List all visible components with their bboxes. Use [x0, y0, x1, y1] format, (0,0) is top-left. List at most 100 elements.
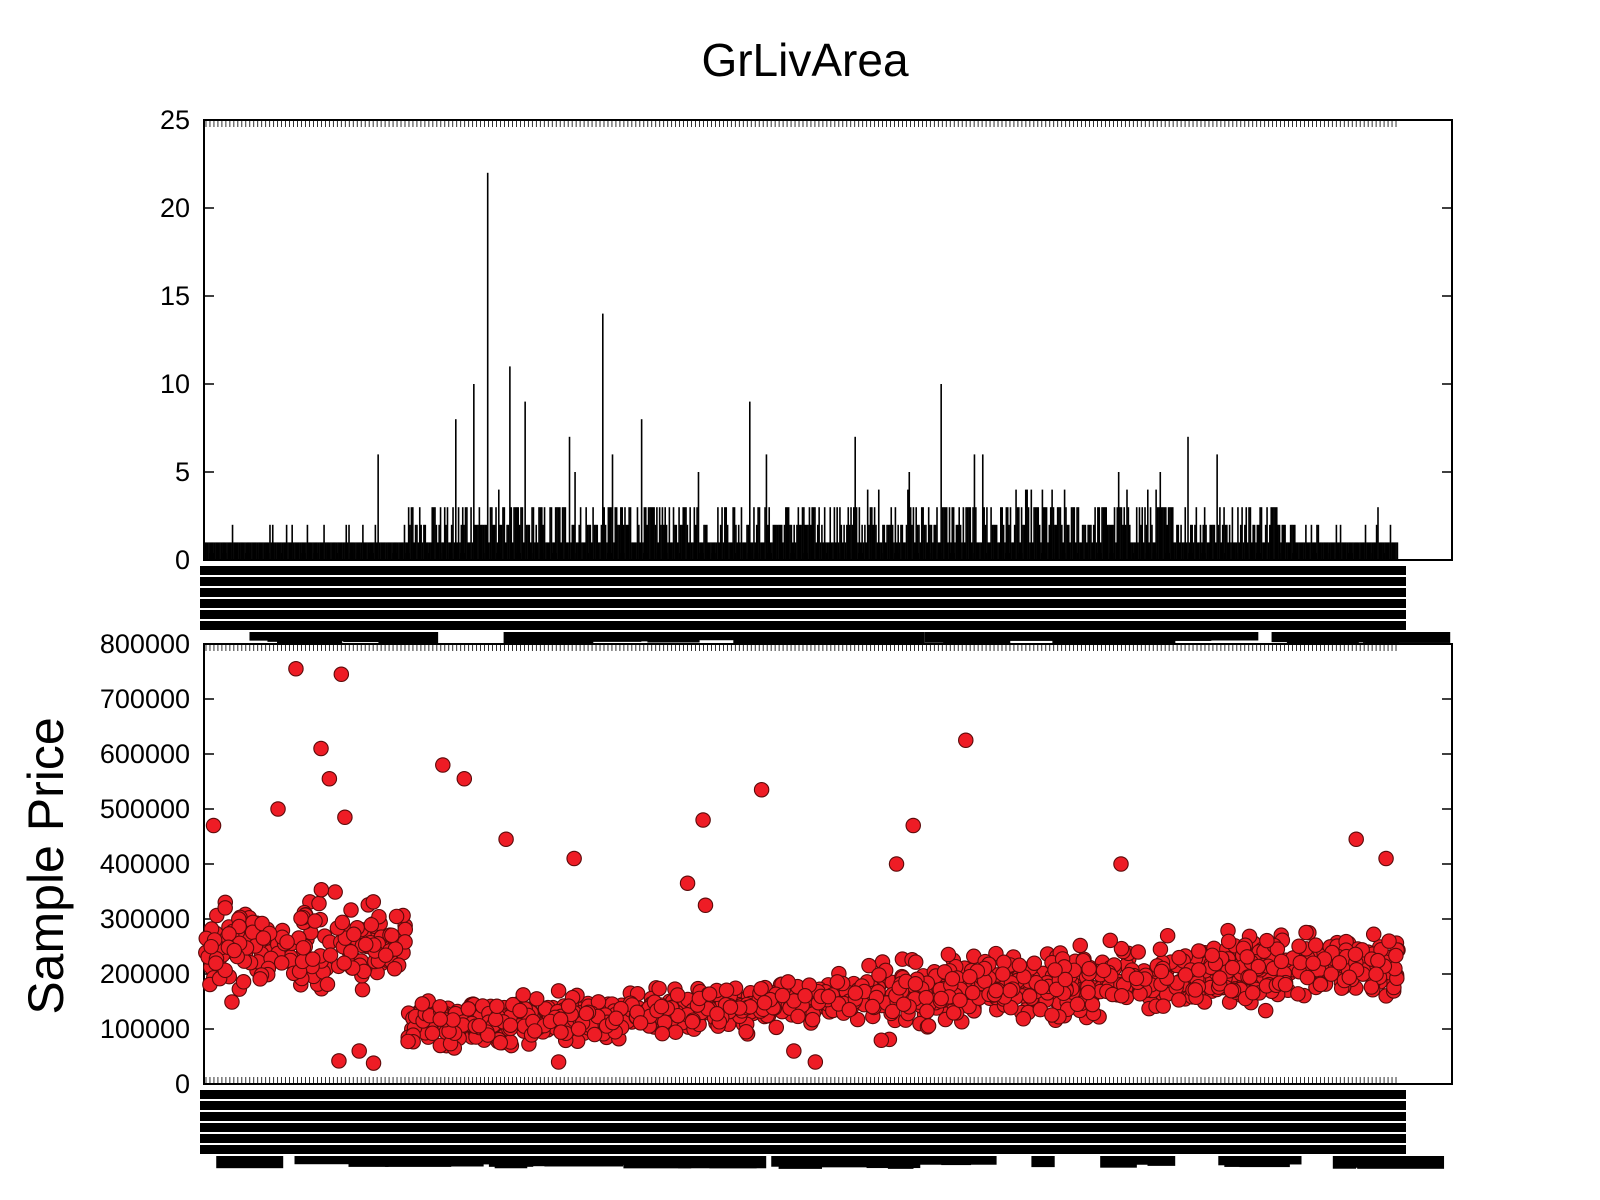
bar	[1117, 472, 1120, 560]
bar	[1364, 524, 1367, 560]
bar	[872, 524, 875, 560]
bar	[983, 507, 985, 560]
bar	[474, 524, 477, 560]
scatter-point	[1102, 932, 1119, 949]
bar	[805, 524, 808, 560]
bar-xtick-label-tail	[992, 632, 1055, 641]
bar	[915, 507, 918, 560]
scatter-point	[753, 781, 770, 798]
bar	[1256, 524, 1259, 560]
bar	[1342, 542, 1345, 560]
bar	[771, 542, 773, 560]
bar	[1002, 524, 1005, 560]
bar	[690, 542, 693, 560]
bar	[1303, 542, 1306, 560]
bar	[298, 542, 300, 560]
scatter-point	[221, 926, 237, 942]
bar	[323, 524, 325, 560]
bar	[497, 489, 500, 560]
bar	[1044, 507, 1046, 560]
bar	[230, 542, 232, 560]
bar	[294, 542, 296, 560]
bar	[1241, 507, 1243, 560]
bar	[301, 542, 303, 560]
bar	[265, 542, 267, 560]
bar	[624, 507, 626, 560]
bar	[1371, 542, 1374, 560]
bar	[902, 542, 905, 560]
bar	[699, 542, 701, 560]
scatter-point	[1204, 947, 1220, 964]
bar	[1263, 542, 1266, 560]
bar	[729, 542, 732, 560]
bar	[897, 524, 899, 560]
bar	[1162, 507, 1164, 560]
bar	[445, 524, 447, 560]
bar	[1316, 524, 1318, 560]
bar	[879, 542, 881, 560]
bar	[914, 542, 916, 560]
bar	[362, 524, 364, 560]
scatter-point	[351, 1043, 367, 1059]
bar	[600, 524, 603, 560]
bar	[1300, 542, 1303, 560]
scatter-point	[502, 1017, 519, 1033]
scatter-xtick-label-tail	[1332, 1156, 1357, 1169]
bar	[1152, 542, 1155, 560]
bar	[929, 524, 931, 560]
bar	[1318, 542, 1321, 560]
bar	[683, 507, 686, 560]
scatter-point	[445, 1012, 461, 1028]
bar	[398, 542, 400, 560]
scatter-point	[550, 983, 567, 999]
bar	[665, 524, 668, 560]
bar	[485, 524, 488, 560]
scatter-xtick-label-tail	[294, 1156, 350, 1165]
bar	[1388, 542, 1390, 560]
bar	[1127, 507, 1130, 560]
scatter-point	[1113, 988, 1130, 1004]
scatter-ytick-label: 200000	[100, 959, 190, 989]
scatter-point	[1113, 856, 1129, 872]
bar	[534, 542, 536, 560]
bar	[871, 507, 873, 560]
scatter-point	[319, 976, 336, 993]
bar	[1041, 489, 1044, 560]
bar	[773, 524, 776, 560]
bar	[285, 524, 288, 560]
bar	[850, 507, 852, 560]
scatter-point	[1187, 982, 1204, 998]
bar	[237, 542, 239, 560]
bar	[701, 542, 704, 560]
scatter-point	[498, 831, 514, 847]
bar	[656, 507, 658, 560]
bar	[1102, 507, 1105, 560]
bar	[653, 507, 655, 560]
bar	[1059, 507, 1062, 560]
scatter-point	[884, 1003, 901, 1020]
bar	[1133, 542, 1135, 560]
bar	[725, 507, 728, 560]
scatter-point	[632, 1015, 649, 1031]
bar	[1001, 507, 1003, 560]
scatter-point	[1365, 926, 1382, 943]
scatter-point	[386, 960, 403, 977]
bar	[1047, 542, 1049, 560]
bar	[360, 542, 363, 560]
bar	[1203, 507, 1206, 560]
bar	[1271, 507, 1274, 560]
bar	[407, 507, 410, 560]
scatter-point	[1292, 954, 1309, 971]
bar	[1085, 542, 1088, 560]
bar	[1205, 524, 1207, 560]
scatter-point	[1277, 976, 1294, 993]
bar	[826, 542, 829, 560]
bar	[761, 542, 764, 560]
bar	[1180, 524, 1182, 560]
bar	[287, 542, 289, 560]
bar	[277, 542, 280, 560]
bar	[1367, 542, 1370, 560]
bar	[427, 542, 429, 560]
bar	[284, 542, 287, 560]
bar	[552, 542, 554, 560]
